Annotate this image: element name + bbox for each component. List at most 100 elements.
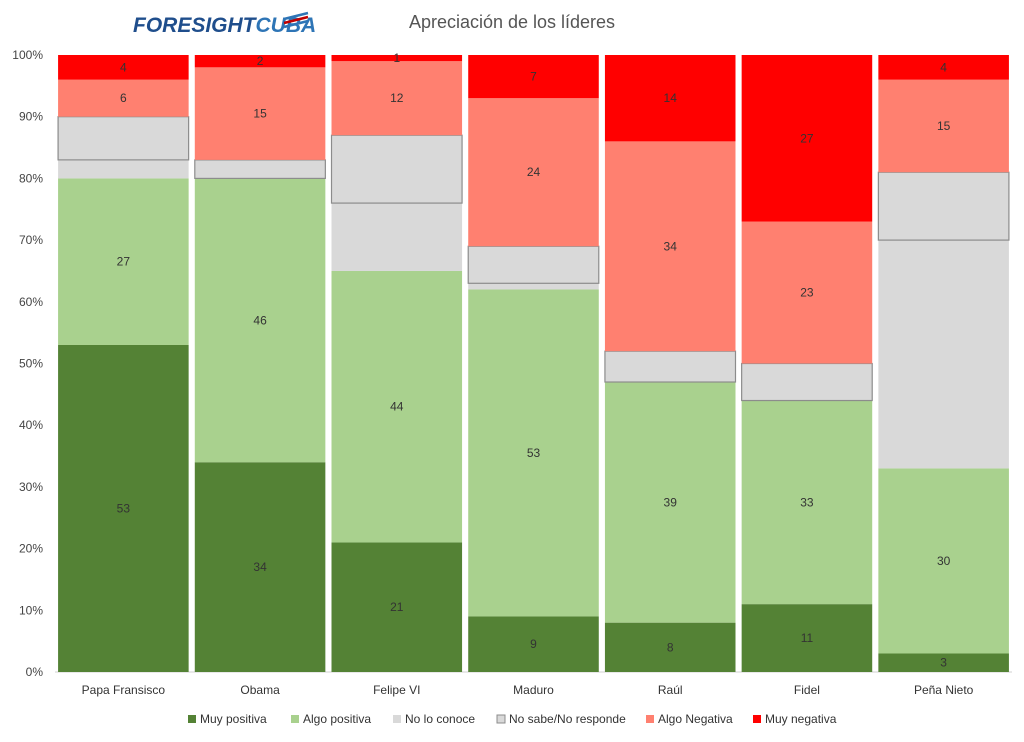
- legend-label: Algo positiva: [303, 712, 371, 726]
- category-label: Raúl: [658, 683, 683, 697]
- y-tick-label: 10%: [19, 603, 43, 617]
- y-tick-label: 90%: [19, 110, 43, 124]
- category-label: Felipe VI: [373, 683, 420, 697]
- data-label: 44: [390, 400, 404, 414]
- bar-segment: [331, 55, 463, 62]
- bar-segment: [194, 462, 326, 672]
- bar-segment: [604, 55, 736, 142]
- data-label: 46: [253, 313, 267, 327]
- bar-segment: [331, 270, 463, 543]
- data-label: 2: [257, 54, 264, 68]
- bar-segment: [57, 116, 190, 161]
- legend-label: Algo Negativa: [658, 712, 733, 726]
- bar-segment: [468, 283, 599, 290]
- chart-legend: Muy positiva Algo positiva No lo conoce No …: [188, 712, 837, 726]
- y-tick-label: 40%: [19, 418, 43, 432]
- category-label: Papa Fransisco: [82, 683, 166, 697]
- data-label: 27: [800, 131, 814, 145]
- data-label: 8: [667, 640, 674, 654]
- legend-item: Muy positiva: [188, 712, 267, 726]
- bar-segment: [330, 134, 463, 204]
- bar-segment: [878, 79, 1009, 173]
- data-label: 24: [527, 165, 541, 179]
- y-tick-label: 50%: [19, 357, 43, 371]
- flag-stripe: [283, 19, 309, 29]
- bar-segment: [604, 141, 736, 352]
- plot-area: 0%10%20%30%40%50%60%70%80%90%100%532764P…: [12, 48, 1012, 697]
- bar-segment: [194, 55, 326, 68]
- bar-segment: [604, 350, 737, 383]
- bar-segment: [58, 79, 189, 117]
- bar-segment: [58, 159, 189, 179]
- y-tick-label: 80%: [19, 171, 43, 185]
- data-label: 4: [940, 60, 947, 74]
- legend-swatch: [188, 715, 196, 723]
- legend-item: Algo positiva: [291, 712, 371, 726]
- flag-icon: [283, 11, 309, 29]
- data-label: 53: [117, 501, 131, 515]
- bar-segment: [741, 221, 873, 364]
- bar-segment: [878, 55, 1009, 80]
- bar-segment: [58, 344, 189, 672]
- bar-segment: [331, 61, 463, 136]
- bar-segment: [194, 159, 326, 179]
- data-label: 15: [253, 107, 267, 121]
- bar-segment: [468, 289, 599, 617]
- bar-segment: [741, 362, 873, 402]
- bar-segment: [878, 468, 1009, 654]
- chart-title: Apreciación de los líderes: [409, 12, 615, 32]
- data-label: 23: [800, 286, 814, 300]
- data-label: 21: [390, 600, 404, 614]
- legend-item: No sabe/No responde: [496, 712, 626, 726]
- y-tick-label: 30%: [19, 480, 43, 494]
- bar-segment: [58, 178, 189, 345]
- y-tick-label: 70%: [19, 233, 43, 247]
- data-label: 34: [664, 239, 678, 253]
- legend-swatch: [496, 714, 506, 724]
- legend-swatch: [291, 715, 299, 723]
- data-label: 39: [664, 495, 678, 509]
- bar-segment: [194, 178, 326, 463]
- category-label: Peña Nieto: [914, 683, 974, 697]
- legend-label: Muy negativa: [765, 712, 837, 726]
- bar-segment: [741, 604, 873, 672]
- brand-name-part1: FORESIGHT: [133, 14, 258, 37]
- brand-logo: FORESIGHTCUBA: [133, 11, 316, 37]
- data-label: 27: [117, 255, 131, 269]
- data-label: 4: [120, 60, 127, 74]
- bar-segment: [467, 245, 600, 284]
- y-tick-label: 0%: [26, 665, 44, 679]
- data-label: 33: [800, 495, 814, 509]
- legend-item: No lo conoce: [393, 712, 475, 726]
- y-tick-label: 60%: [19, 295, 43, 309]
- data-label: 15: [937, 119, 951, 133]
- legend-label: No lo conoce: [405, 712, 475, 726]
- bar-segment: [58, 55, 189, 80]
- bar-segment: [468, 55, 599, 99]
- category-label: Maduro: [513, 683, 554, 697]
- y-tick-label: 20%: [19, 542, 43, 556]
- category-label: Fidel: [794, 683, 820, 697]
- bar-segment: [741, 400, 873, 605]
- legend-item: Algo Negativa: [646, 712, 733, 726]
- data-label: 9: [530, 637, 537, 651]
- data-label: 14: [664, 91, 678, 105]
- legend-label: Muy positiva: [200, 712, 267, 726]
- data-label: 7: [530, 70, 537, 84]
- bar-segment: [331, 542, 463, 672]
- data-label: 34: [253, 560, 267, 574]
- legend-label: No sabe/No responde: [509, 712, 626, 726]
- legend-swatch: [753, 715, 761, 723]
- data-label: 12: [390, 91, 404, 105]
- y-tick-label: 100%: [12, 48, 43, 62]
- data-label: 53: [527, 446, 541, 460]
- bar-segment: [604, 622, 736, 672]
- legend-swatch: [393, 715, 401, 723]
- data-label: 1: [393, 51, 400, 65]
- data-label: 3: [940, 656, 947, 670]
- bar-segment: [877, 171, 1010, 241]
- data-label: 11: [801, 631, 814, 645]
- legend-swatch: [646, 715, 654, 723]
- bar-segment: [468, 616, 599, 672]
